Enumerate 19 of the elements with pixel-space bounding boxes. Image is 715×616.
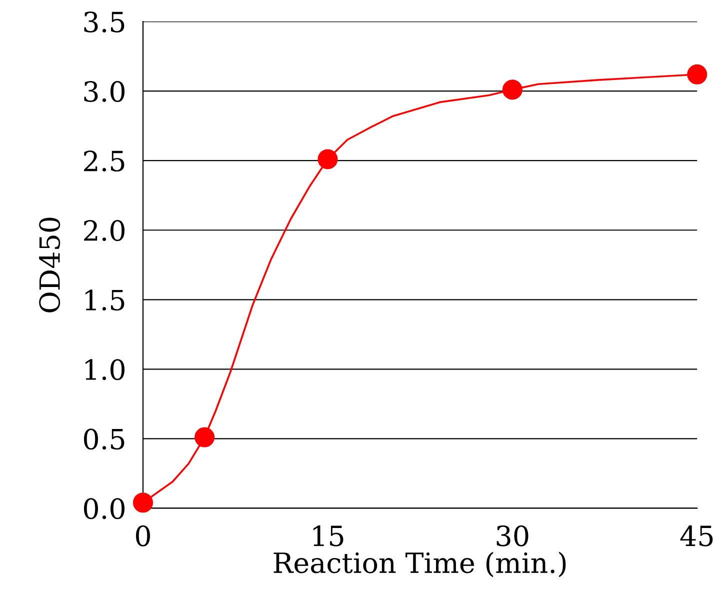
point [318,149,338,170]
point [687,64,708,84]
y-tick-label: 0.0 [84,498,124,520]
y-tick-label: 0.5 [84,428,124,450]
point [194,427,215,448]
x-tick-label: 15 [313,525,344,546]
y-axis-title: OD450 [39,218,60,312]
y-tick-label: 2.5 [84,150,124,172]
point [132,492,154,513]
point [502,80,522,100]
x-tick-label: 30 [496,525,528,546]
x-axis-title: Reaction Time (min.) [274,552,566,578]
y-tick-label: 1.5 [86,290,124,311]
y-tick-label: 2.0 [84,220,124,242]
x-tick-label: 45 [680,525,713,546]
y-tick-label: 3.5 [84,11,124,33]
y-tick-label: 1.0 [86,359,124,380]
x-tick-label: 0 [136,525,150,546]
y-tick-label: 3.0 [84,81,124,102]
